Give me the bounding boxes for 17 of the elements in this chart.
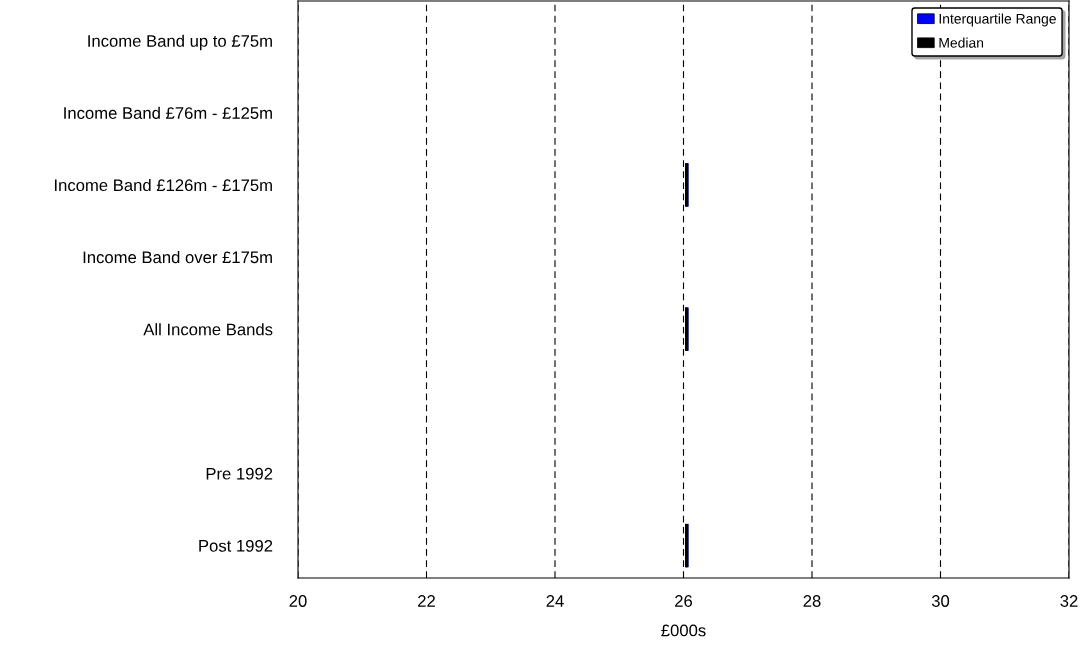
x-axis-title: £000s [661, 624, 706, 637]
x-tick-label: 28 [803, 595, 821, 607]
y-tick-label: Post 1992 [199, 539, 273, 552]
x-tick-label: 30 [931, 595, 950, 607]
x-tick-label: 20 [289, 595, 307, 607]
legend-label: Interquartile Range [939, 13, 1056, 27]
x-tick-label: 32 [1060, 595, 1078, 607]
x-tick-label: 26 [675, 595, 693, 607]
y-tick-label: All Income Bands [143, 323, 273, 336]
y-tick-label: Pre 1992 [206, 467, 273, 480]
x-tick-label: 24 [546, 595, 564, 607]
x-tick-label: 22 [418, 595, 435, 607]
legend-label: Median [939, 37, 984, 48]
y-tick-label: Income Band up to £75m [88, 34, 272, 51]
y-tick-label: Income Band over £175m [83, 251, 272, 264]
y-tick-label: Income Band £76m - £125m [64, 106, 272, 119]
y-tick-label: Income Band £126m - £175m [54, 178, 272, 192]
